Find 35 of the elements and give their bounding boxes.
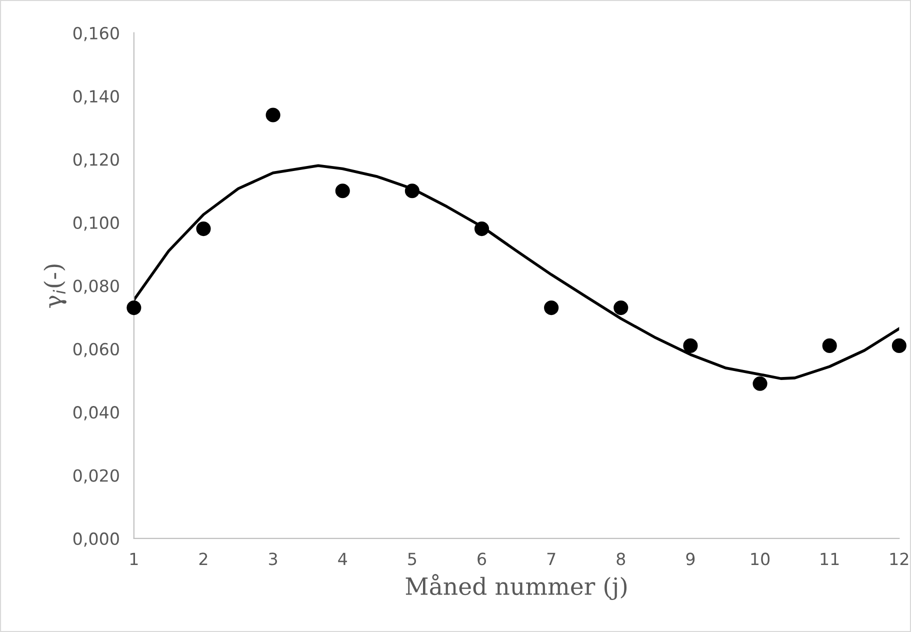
x-tick-label: 3 <box>269 552 278 566</box>
y-tick-label: 0,000 <box>73 532 119 547</box>
x-tick-label: 12 <box>890 552 908 566</box>
point <box>752 376 768 391</box>
y-tick-label: 0,080 <box>73 280 119 294</box>
x-tick-label: 6 <box>478 552 486 566</box>
point <box>404 184 420 198</box>
y-axis-title: γ$_{i}$(-) <box>44 264 66 308</box>
x-tick-label: 5 <box>408 552 416 566</box>
point <box>822 338 837 353</box>
point <box>892 338 906 353</box>
x-tick-label: 2 <box>199 552 208 566</box>
y-tick-label: 0,040 <box>73 406 119 420</box>
y-tick-label: 0,140 <box>73 90 119 104</box>
x-tick-label: 4 <box>338 552 347 566</box>
x-tick-label: 7 <box>547 552 556 566</box>
point <box>683 338 698 353</box>
y-tick-label: 0,100 <box>73 216 119 231</box>
point <box>335 184 350 198</box>
point <box>614 300 628 316</box>
point <box>126 300 142 316</box>
x-tick-label: 11 <box>820 552 839 566</box>
point <box>196 222 211 236</box>
x-tick-label: 10 <box>751 552 770 566</box>
x-tick-label: 8 <box>616 552 626 566</box>
x-tick-label: 1 <box>130 552 138 566</box>
x-axis-title: Måned nummer (j) <box>406 574 627 600</box>
x-tick-label: 9 <box>686 552 695 566</box>
point <box>266 108 280 122</box>
point <box>544 300 559 316</box>
point <box>474 222 490 236</box>
y-tick-label: 0,060 <box>73 342 119 358</box>
y-tick-label: 0,120 <box>73 153 119 168</box>
y-tick-label: 0,160 <box>73 26 119 42</box>
y-tick-label: 0,020 <box>73 469 119 484</box>
